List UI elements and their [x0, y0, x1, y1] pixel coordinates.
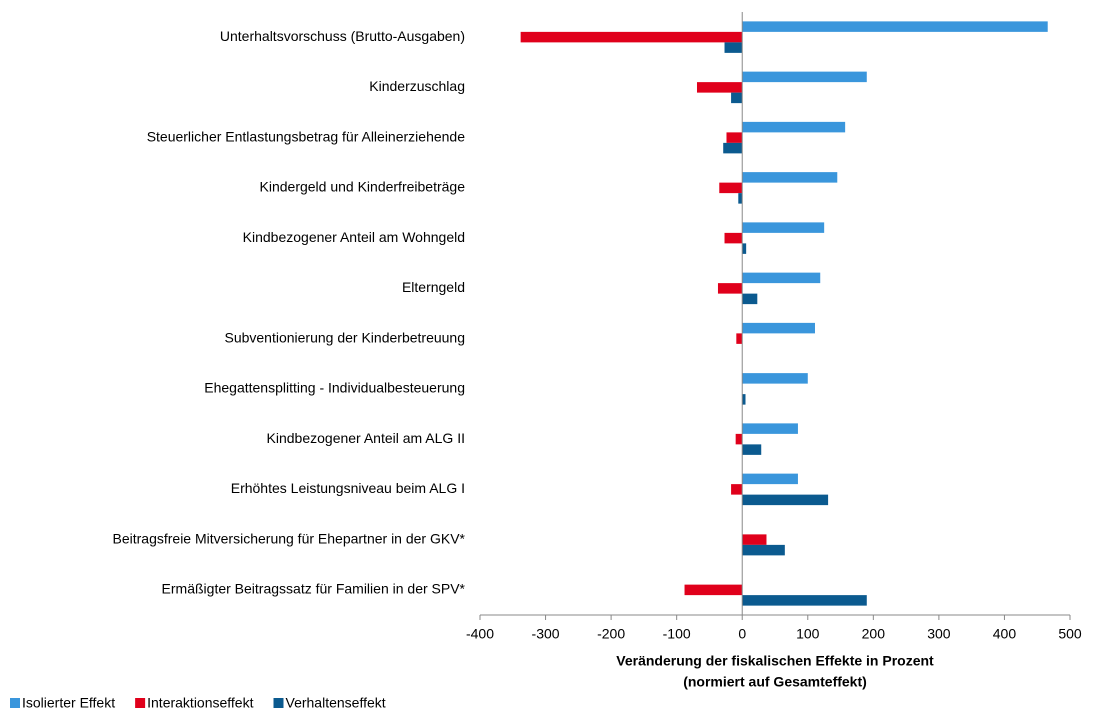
bar	[742, 293, 758, 305]
bar	[742, 243, 747, 254]
category-label: Kinderzuschlag	[369, 78, 465, 94]
legend-label: Isolierter Effekt	[22, 695, 115, 711]
x-axis-label: Veränderung der fiskalischen Effekte in …	[616, 653, 934, 669]
bar	[742, 121, 846, 133]
x-tick-label: 0	[738, 626, 746, 642]
category-label: Kindbezogener Anteil am Wohngeld	[243, 229, 465, 245]
bar	[736, 333, 743, 344]
bar	[742, 534, 767, 545]
bar	[731, 484, 743, 495]
category-label: Ermäßigter Beitragssatz für Familien in …	[162, 581, 466, 597]
legend-swatch	[135, 698, 146, 708]
bar	[742, 21, 1048, 32]
bar	[742, 272, 821, 284]
bar	[742, 444, 762, 455]
bar	[742, 494, 829, 506]
x-tick-label: -400	[466, 626, 494, 642]
category-label: Ehegattensplitting - Individualbesteueru…	[204, 380, 465, 396]
x-tick-label: -300	[532, 626, 560, 642]
bar	[742, 71, 867, 83]
bar	[719, 182, 743, 194]
bar	[742, 394, 746, 405]
bar	[742, 373, 808, 384]
legend-label: Interaktionseffekt	[147, 695, 253, 711]
x-tick-label: 500	[1058, 626, 1082, 642]
bar	[520, 31, 743, 43]
bar	[726, 132, 743, 143]
x-tick-label: 200	[862, 626, 886, 642]
bar	[684, 584, 743, 596]
bar	[742, 473, 798, 485]
bar	[742, 322, 815, 334]
bar	[742, 222, 825, 233]
category-label: Steuerlicher Entlastungsbetrag für Allei…	[147, 128, 466, 144]
bar	[723, 142, 743, 154]
category-label: Kindergeld und Kinderfreibeträge	[260, 179, 466, 195]
category-label: Erhöhtes Leistungsniveau beim ALG I	[231, 480, 465, 496]
bar	[742, 595, 867, 606]
legend-label: Verhaltenseffekt	[286, 695, 386, 711]
x-tick-label: 300	[927, 626, 951, 642]
legend-swatch	[10, 698, 20, 708]
bar	[724, 232, 743, 244]
bar	[742, 172, 838, 183]
legend-swatch	[273, 698, 284, 708]
x-tick-label: 100	[796, 626, 820, 642]
bar	[696, 82, 743, 93]
category-label: Subventionierung der Kinderbetreuung	[224, 329, 465, 345]
category-label: Elterngeld	[402, 279, 465, 295]
bar	[731, 92, 743, 104]
x-tick-label: -200	[597, 626, 625, 642]
category-label: Kindbezogener Anteil am ALG II	[267, 430, 465, 446]
category-label: Beitragsfreie Mitversicherung für Ehepar…	[113, 530, 466, 546]
bar	[738, 193, 743, 204]
bar	[742, 423, 798, 434]
bar	[717, 283, 743, 294]
bar	[724, 42, 743, 53]
x-tick-label: 400	[993, 626, 1017, 642]
x-axis-label: (normiert auf Gesamteffekt)	[683, 674, 867, 690]
x-tick-label: -100	[663, 626, 691, 642]
category-label: Unterhaltsvorschuss (Brutto-Ausgaben)	[220, 28, 465, 44]
bar	[735, 433, 743, 445]
bar	[742, 544, 785, 556]
